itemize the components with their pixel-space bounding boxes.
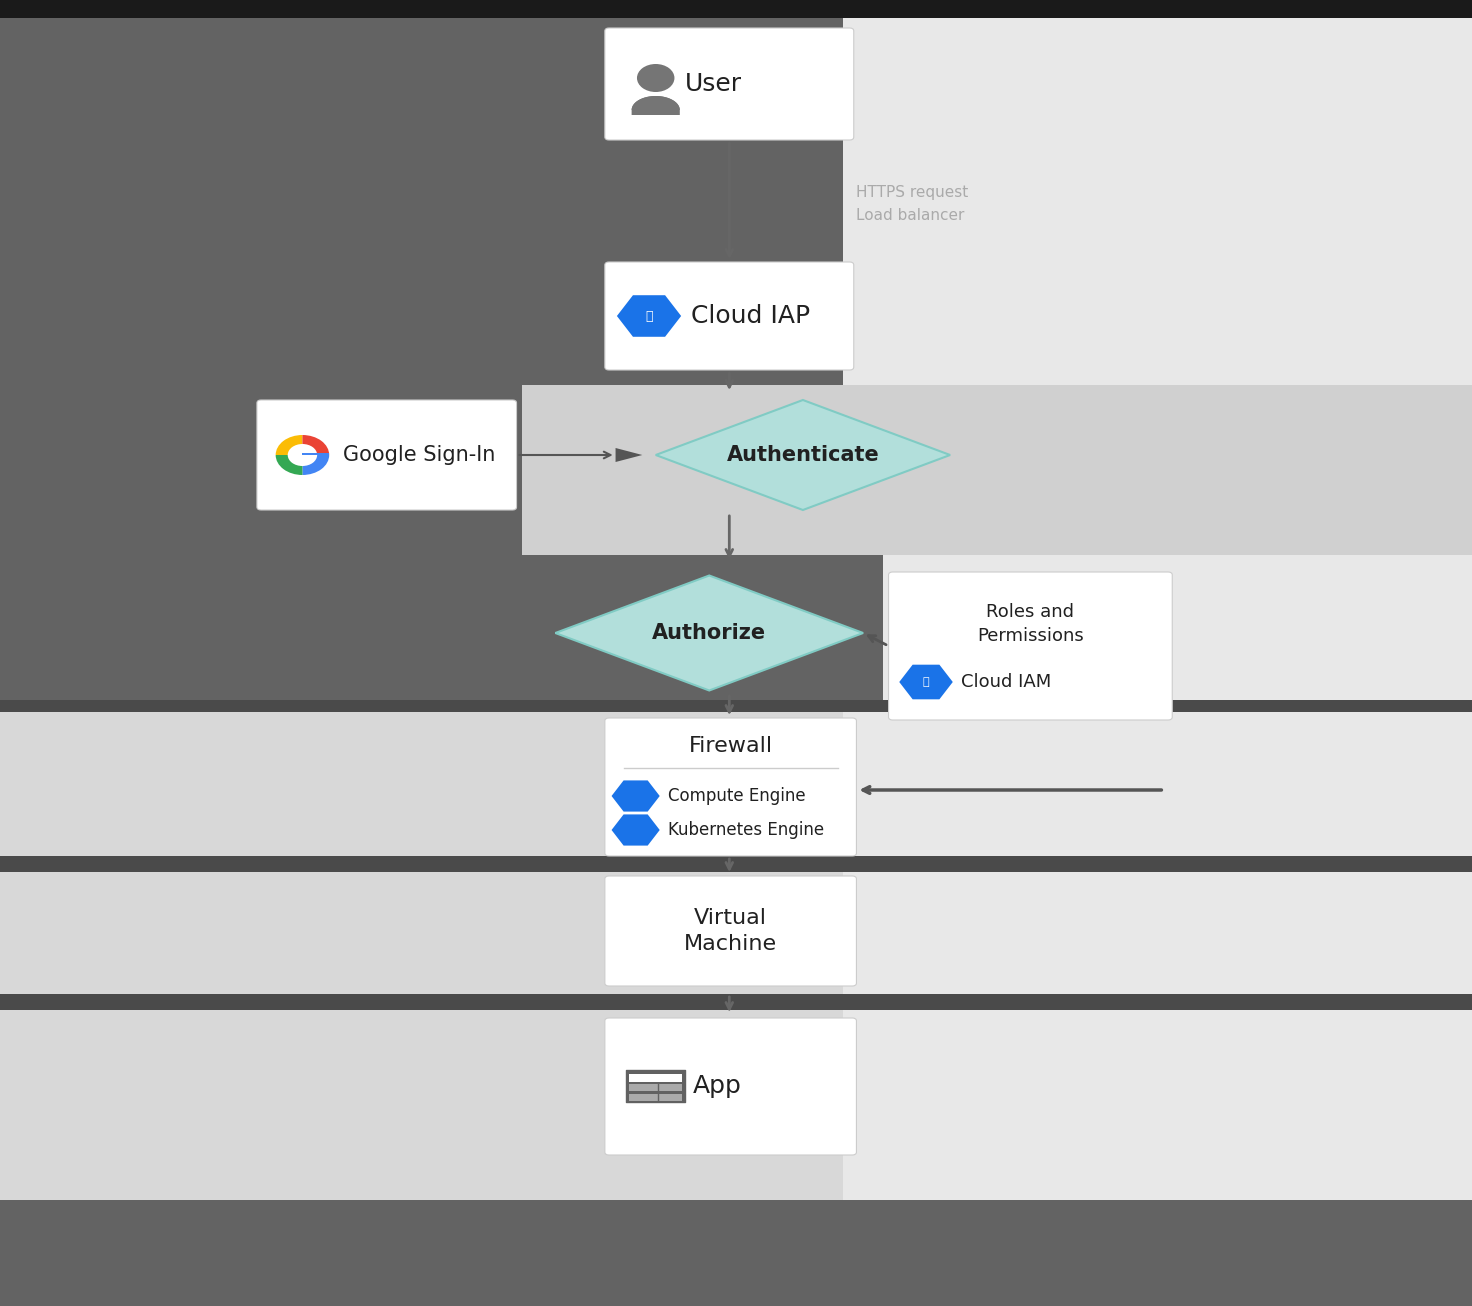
Text: Cloud IAP: Cloud IAP — [690, 304, 810, 328]
Bar — [0, 255, 1472, 385]
Bar — [843, 255, 1472, 385]
FancyBboxPatch shape — [605, 876, 857, 986]
FancyBboxPatch shape — [258, 400, 517, 511]
Text: Kubernetes Engine: Kubernetes Engine — [668, 821, 824, 838]
Text: Load balancer: Load balancer — [857, 208, 964, 222]
Bar — [0, 710, 1472, 870]
Bar — [0, 994, 1472, 1010]
Bar — [302, 453, 330, 454]
Text: HTTPS request: HTTPS request — [857, 184, 969, 200]
Bar — [843, 1010, 1472, 1200]
Bar — [843, 870, 1472, 1000]
Text: Google Sign-In: Google Sign-In — [343, 445, 495, 465]
Text: Cloud IAM: Cloud IAM — [961, 673, 1051, 691]
Wedge shape — [275, 435, 302, 454]
Bar — [0, 700, 1472, 712]
Wedge shape — [302, 454, 330, 475]
FancyBboxPatch shape — [889, 572, 1172, 720]
Polygon shape — [631, 97, 680, 115]
Text: 🔒: 🔒 — [923, 677, 929, 687]
Bar — [0, 18, 1472, 165]
FancyBboxPatch shape — [605, 1017, 857, 1155]
FancyBboxPatch shape — [605, 718, 857, 855]
Bar — [0, 870, 1472, 1000]
Bar — [0, 0, 1472, 18]
Circle shape — [287, 444, 316, 466]
FancyBboxPatch shape — [605, 263, 854, 370]
Text: ⛔: ⛔ — [645, 310, 652, 323]
Wedge shape — [275, 454, 302, 475]
Bar — [0, 855, 1472, 872]
Circle shape — [637, 64, 674, 91]
Text: Virtual
Machine: Virtual Machine — [684, 908, 777, 955]
Bar — [0, 385, 1472, 555]
Bar — [626, 1070, 684, 1102]
Text: User: User — [684, 72, 742, 97]
Bar — [523, 385, 1472, 555]
Polygon shape — [655, 400, 949, 511]
Bar — [843, 710, 1472, 870]
Bar — [0, 165, 1472, 255]
Text: Authenticate: Authenticate — [727, 445, 879, 465]
Text: Authorize: Authorize — [652, 623, 767, 643]
FancyBboxPatch shape — [605, 27, 854, 140]
Text: Firewall: Firewall — [689, 737, 773, 756]
Bar — [0, 1200, 1472, 1306]
Wedge shape — [302, 435, 330, 454]
Polygon shape — [615, 448, 642, 462]
Bar — [843, 18, 1472, 165]
Bar — [843, 165, 1472, 255]
Text: App: App — [693, 1074, 742, 1098]
Bar — [0, 555, 1472, 710]
Polygon shape — [555, 576, 863, 691]
Text: Compute Engine: Compute Engine — [668, 788, 805, 804]
Text: Roles and
Permissions: Roles and Permissions — [977, 603, 1083, 645]
Bar — [883, 555, 1472, 710]
Bar — [0, 1010, 1472, 1200]
